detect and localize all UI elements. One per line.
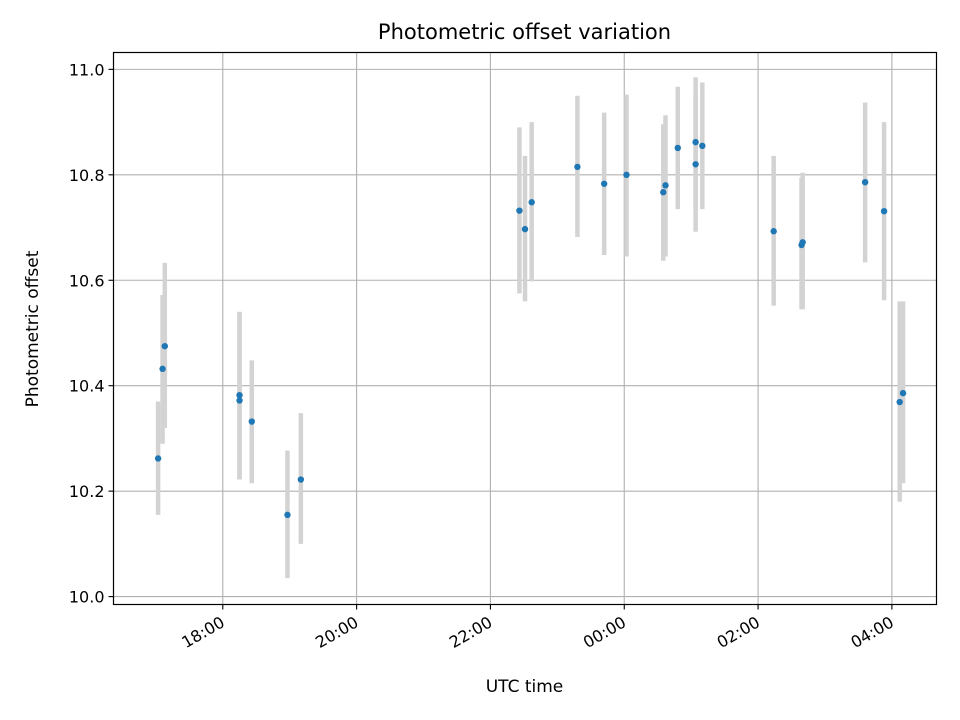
data-point <box>297 476 305 483</box>
data-point <box>861 178 869 186</box>
data-point <box>161 342 168 350</box>
data-points <box>154 138 907 519</box>
data-point <box>692 138 699 146</box>
data-point <box>600 180 608 187</box>
data-point <box>699 142 706 150</box>
y-tick-label: 10.4 <box>69 377 105 396</box>
y-tick-label: 10.6 <box>69 271 105 290</box>
data-point <box>574 163 581 171</box>
data-point <box>692 161 699 168</box>
plot-frame <box>112 51 938 606</box>
y-tick-label: 10.2 <box>69 482 105 501</box>
data-point <box>236 397 243 404</box>
data-point <box>159 365 166 373</box>
data-point <box>248 418 255 425</box>
y-tick-label: 11.0 <box>69 60 105 79</box>
data-point <box>236 391 243 399</box>
data-point <box>899 389 907 397</box>
data-point <box>516 207 523 214</box>
data-point <box>284 511 291 519</box>
data-point <box>880 207 888 215</box>
chart-title: Photometric offset variation <box>378 20 671 44</box>
data-point <box>799 239 806 246</box>
data-point <box>660 189 667 196</box>
y-tick-label: 10.0 <box>69 588 105 607</box>
y-tick-label: 10.8 <box>69 166 105 185</box>
data-point <box>896 398 903 406</box>
y-axis-label: Photometric offset <box>23 250 43 407</box>
data-point <box>674 144 681 152</box>
y-axis-ticks: 10.0 10.2 10.4 10.6 10.8 11.0 <box>69 60 114 607</box>
data-point <box>623 171 630 179</box>
data-point <box>662 182 669 189</box>
data-point <box>154 455 162 462</box>
x-axis-label: UTC time <box>486 677 564 697</box>
data-point <box>521 225 529 233</box>
data-point <box>770 228 777 235</box>
data-point <box>528 199 535 206</box>
